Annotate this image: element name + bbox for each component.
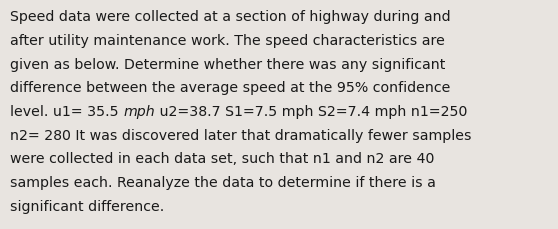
Text: Speed data were collected at a section of highway during and: Speed data were collected at a section o… — [10, 10, 451, 24]
Text: were collected in each data set, such that n1 and n2 are 40: were collected in each data set, such th… — [10, 152, 435, 166]
Text: samples each. Reanalyze the data to determine if there is a: samples each. Reanalyze the data to dete… — [10, 175, 436, 189]
Text: n2= 280 It was discovered later that dramatically fewer samples: n2= 280 It was discovered later that dra… — [10, 128, 472, 142]
Text: level. u1= 35.5: level. u1= 35.5 — [10, 105, 123, 119]
Text: u2=38.7 S1=7.5 mph S2=7.4 mph n1=250: u2=38.7 S1=7.5 mph S2=7.4 mph n1=250 — [155, 105, 467, 119]
Text: after utility maintenance work. The speed characteristics are: after utility maintenance work. The spee… — [10, 34, 445, 48]
Text: difference between the average speed at the 95% confidence: difference between the average speed at … — [10, 81, 450, 95]
Text: significant difference.: significant difference. — [10, 199, 164, 213]
Text: given as below. Determine whether there was any significant: given as below. Determine whether there … — [10, 57, 445, 71]
Text: mph: mph — [123, 105, 155, 119]
